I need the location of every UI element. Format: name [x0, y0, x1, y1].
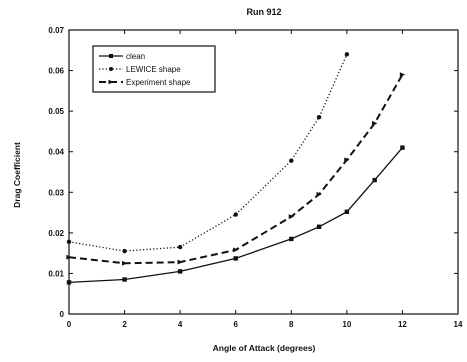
x-tick-label: 2	[122, 320, 127, 329]
data-point	[177, 259, 183, 265]
legend: clean LEWICE shape Experiment shape	[92, 45, 216, 93]
data-point	[316, 224, 322, 229]
data-point	[177, 244, 183, 250]
y-tick-label: 0.04	[48, 148, 64, 157]
x-tick-label: 12	[398, 320, 407, 329]
x-tick-label: 0	[67, 320, 72, 329]
series-line	[68, 74, 404, 265]
data-point	[344, 52, 350, 57]
chart-title: Run 912	[246, 7, 281, 17]
data-point	[66, 239, 72, 244]
data-point	[66, 254, 72, 260]
data-point	[122, 277, 127, 282]
data-point	[233, 247, 239, 253]
y-axis-ticks: 0 0.01 0.02 0.03 0.04 0.05 0.06 0.07	[48, 26, 458, 319]
data-point	[177, 269, 183, 274]
series-2	[66, 52, 350, 254]
legend-label: LEWICE shape	[126, 65, 181, 74]
y-tick-label: 0.03	[48, 188, 64, 197]
plot-frame	[68, 29, 459, 315]
data-point	[233, 212, 238, 217]
data-point	[233, 256, 238, 261]
data-point	[288, 214, 295, 220]
y-tick-label: 0.05	[48, 107, 64, 116]
legend-entry: Experiment shape	[99, 78, 191, 87]
x-axis-ticks: 0 2 4 6 8 10 12 14	[67, 30, 463, 329]
data-point	[400, 145, 405, 150]
y-tick-label: 0.01	[48, 269, 64, 278]
series-1	[66, 145, 405, 285]
y-tick-label: 0.06	[48, 67, 64, 76]
data-point	[289, 236, 294, 242]
legend-marker	[109, 67, 113, 71]
data-point	[399, 72, 406, 78]
series-layer	[66, 52, 406, 285]
legend-label: Experiment shape	[126, 78, 191, 87]
data-point	[344, 157, 350, 163]
data-point	[372, 120, 378, 126]
legend-label: clean	[126, 52, 145, 61]
x-tick-label: 10	[342, 320, 351, 329]
data-point	[122, 248, 127, 254]
legend-entry: clean	[99, 52, 145, 61]
data-point	[66, 280, 72, 285]
y-tick-label: 0.02	[48, 229, 64, 238]
data-point	[344, 209, 350, 214]
legend-marker	[108, 79, 114, 85]
series-3	[66, 72, 406, 266]
x-tick-label: 4	[178, 320, 183, 329]
x-tick-label: 14	[454, 320, 463, 329]
y-axis-title: Drag Coefficient	[12, 142, 22, 208]
legend-entry: LEWICE shape	[99, 65, 181, 74]
x-tick-label: 8	[289, 320, 294, 329]
plot-area	[68, 29, 459, 315]
x-axis-title: Angle of Attack (degrees)	[213, 343, 316, 353]
data-point	[372, 177, 377, 183]
data-point	[316, 115, 322, 120]
y-tick-label: 0	[60, 310, 65, 319]
data-point	[289, 158, 294, 163]
y-tick-label: 0.07	[48, 26, 64, 35]
x-tick-label: 6	[233, 320, 238, 329]
data-point	[121, 260, 128, 266]
legend-marker	[109, 54, 113, 58]
data-point	[316, 191, 322, 197]
